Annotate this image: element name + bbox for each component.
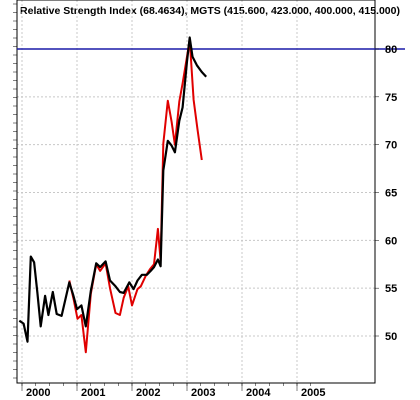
ytick-label: 70 [385,140,397,152]
left-minor-ticks [13,3,17,379]
ytick-label: 50 [385,331,397,343]
series-lines [18,36,208,354]
xtick-label: 2001 [81,387,105,399]
xtick-label: 2003 [191,387,215,399]
chart-title: Relative Strength Index (68.4634), MGTS … [20,5,400,17]
plot-frame [16,0,376,384]
series-line-black [18,36,208,343]
grid [17,0,375,383]
ytick-label: 80 [385,44,397,56]
xtick-label: 2005 [301,387,325,399]
ytick-label: 65 [385,188,397,200]
ytick-label: 60 [385,235,397,247]
x-axis-ticks: 2000 2001 2002 2003 2004 2005 [21,383,325,399]
xtick-label: 2004 [246,387,271,399]
xtick-label: 2000 [26,387,50,399]
xtick-label: 2002 [136,387,160,399]
ytick-label: 75 [385,92,397,104]
y-axis-ticks: 50 55 60 65 70 75 80 [375,44,397,343]
ytick-label: 55 [385,283,397,295]
